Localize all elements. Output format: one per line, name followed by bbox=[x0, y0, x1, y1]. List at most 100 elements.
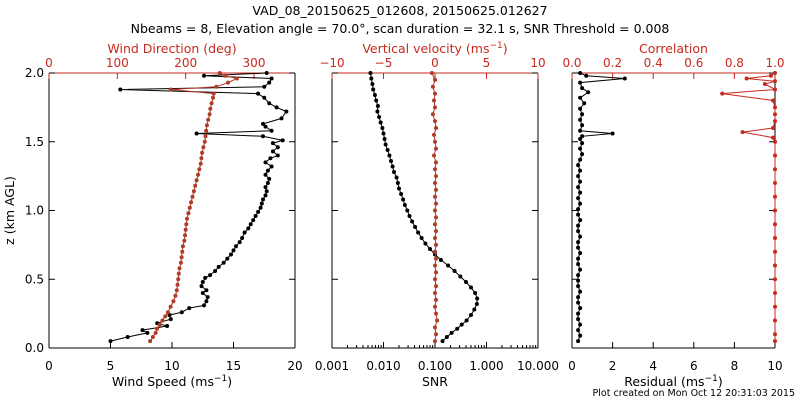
data-point bbox=[204, 299, 209, 304]
data-point bbox=[576, 229, 581, 234]
data-point bbox=[377, 115, 382, 119]
data-point bbox=[242, 230, 247, 235]
series-line bbox=[149, 72, 239, 342]
series-wind-0 bbox=[108, 71, 289, 344]
data-point bbox=[586, 90, 591, 95]
data-point bbox=[762, 82, 767, 86]
data-point bbox=[434, 201, 438, 206]
data-point bbox=[248, 222, 253, 227]
data-point bbox=[369, 76, 374, 81]
data-point bbox=[576, 300, 581, 305]
data-point bbox=[773, 153, 777, 158]
data-point bbox=[773, 339, 777, 344]
data-point bbox=[256, 209, 261, 214]
data-point bbox=[773, 249, 777, 254]
bottom-tick-label: 8 bbox=[731, 359, 739, 373]
data-point bbox=[771, 135, 775, 140]
data-point bbox=[610, 131, 615, 136]
data-point bbox=[433, 263, 437, 268]
data-point bbox=[578, 146, 583, 151]
data-point bbox=[773, 222, 777, 227]
data-point bbox=[434, 126, 438, 130]
data-point bbox=[240, 236, 245, 240]
data-point bbox=[231, 248, 236, 253]
bottom-tick-label: 10.000 bbox=[517, 359, 559, 373]
data-point bbox=[203, 134, 208, 139]
data-point bbox=[744, 76, 749, 81]
bottom-tick-label: 0 bbox=[45, 359, 53, 373]
data-point bbox=[201, 145, 206, 150]
data-point bbox=[580, 141, 585, 146]
data-point bbox=[469, 285, 473, 290]
data-point bbox=[153, 330, 158, 335]
data-point bbox=[578, 234, 583, 239]
data-point bbox=[275, 145, 280, 150]
data-point bbox=[237, 240, 242, 245]
data-point bbox=[225, 256, 230, 261]
data-point bbox=[202, 303, 206, 308]
data-point bbox=[433, 222, 437, 227]
data-point bbox=[434, 146, 438, 151]
bottom-tick-label: 0.001 bbox=[315, 359, 349, 373]
data-point bbox=[433, 304, 437, 309]
data-point bbox=[576, 317, 581, 322]
data-point bbox=[434, 215, 438, 220]
data-point bbox=[211, 91, 216, 96]
data-point bbox=[397, 186, 401, 191]
data-point bbox=[368, 71, 373, 75]
title-line-1: VAD_08_20150625_012608, 20150625.012627 bbox=[252, 3, 547, 18]
data-point bbox=[204, 288, 209, 293]
data-point bbox=[184, 222, 189, 227]
title-line-2: Nbeams = 8, Elevation angle = 70.0°, sca… bbox=[131, 21, 670, 36]
data-point bbox=[434, 256, 438, 261]
data-point bbox=[576, 212, 581, 217]
data-point bbox=[125, 335, 130, 339]
data-point bbox=[221, 260, 226, 265]
data-point bbox=[200, 150, 205, 155]
data-point bbox=[374, 98, 379, 103]
data-point bbox=[402, 203, 407, 207]
bottom-tick-label: 0.100 bbox=[418, 359, 452, 373]
data-point bbox=[208, 273, 213, 278]
data-point bbox=[435, 318, 440, 323]
data-point bbox=[207, 112, 212, 117]
data-point bbox=[578, 95, 583, 100]
data-point bbox=[226, 80, 230, 85]
data-point bbox=[459, 322, 464, 327]
data-point bbox=[385, 148, 390, 152]
data-point bbox=[433, 236, 437, 240]
data-point bbox=[419, 236, 424, 240]
data-point bbox=[175, 282, 180, 287]
top-tick-label: 10 bbox=[530, 56, 545, 70]
top-tick-label: −5 bbox=[375, 56, 393, 70]
data-point bbox=[203, 275, 208, 280]
data-point bbox=[150, 335, 155, 339]
data-point bbox=[578, 179, 583, 184]
data-point bbox=[475, 296, 480, 301]
bottom-axis-label: Residual (ms−1) bbox=[624, 374, 723, 389]
series-wind-1 bbox=[148, 71, 239, 344]
data-point bbox=[217, 71, 222, 75]
data-point bbox=[578, 157, 583, 162]
data-point bbox=[576, 311, 581, 316]
data-point bbox=[578, 251, 583, 256]
data-point bbox=[190, 194, 195, 199]
data-point bbox=[263, 193, 268, 198]
data-point bbox=[416, 230, 421, 235]
bottom-tick-label: 20 bbox=[287, 359, 302, 373]
data-point bbox=[576, 339, 581, 344]
data-point bbox=[262, 84, 267, 89]
data-point bbox=[165, 310, 170, 315]
top-axis-label: Wind Direction (deg) bbox=[107, 41, 236, 56]
data-point bbox=[474, 302, 479, 306]
data-point bbox=[189, 200, 194, 205]
data-point bbox=[578, 306, 583, 311]
data-point bbox=[578, 106, 583, 111]
data-point bbox=[576, 256, 581, 261]
data-point bbox=[433, 105, 437, 110]
top-tick-label: 0.2 bbox=[603, 56, 622, 70]
top-tick-label: 0.6 bbox=[684, 56, 703, 70]
data-point bbox=[200, 280, 205, 284]
data-point bbox=[155, 326, 159, 331]
